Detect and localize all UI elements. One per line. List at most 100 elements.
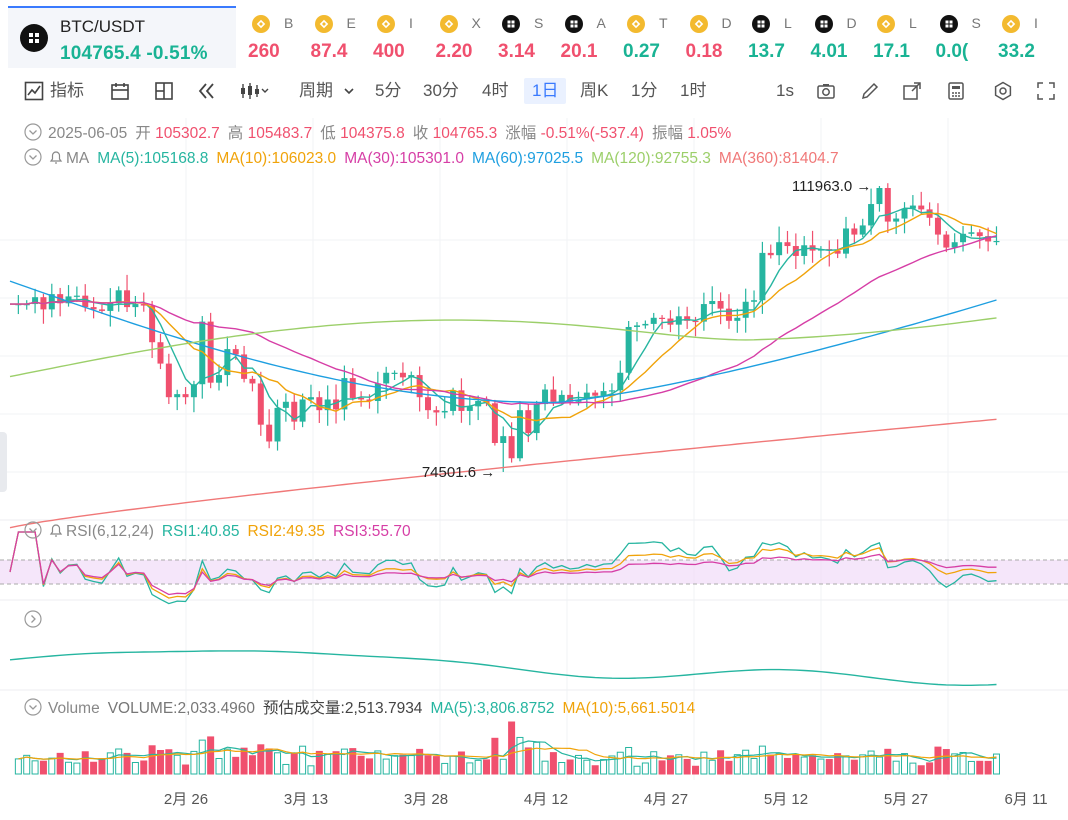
candle-body <box>801 245 808 256</box>
alert-bell-icon[interactable] <box>48 522 64 538</box>
collapse-toggle[interactable] <box>24 521 42 539</box>
volume-bar <box>708 759 716 775</box>
collapse-toggle[interactable] <box>24 148 42 166</box>
ticker-tab[interactable]: T 0.27 <box>615 6 677 66</box>
candle-body <box>349 378 356 398</box>
volume-bar <box>967 760 975 775</box>
candle-body <box>149 305 156 343</box>
alert-bell-icon[interactable] <box>48 149 64 165</box>
volume-bar <box>783 757 791 775</box>
replay-icon[interactable] <box>197 81 217 101</box>
candle-body <box>299 399 306 422</box>
volume-bar <box>182 764 190 775</box>
side-drawer-handle[interactable] <box>0 432 7 492</box>
volume-bar <box>173 754 181 775</box>
candle-type-icon[interactable] <box>239 81 269 101</box>
volume-bar <box>382 758 390 775</box>
legend-item: MA(10):106023.0 <box>216 150 337 167</box>
volume-bar <box>340 748 348 775</box>
candle-body <box>909 205 916 209</box>
bnb-icon <box>377 15 395 33</box>
settings-icon[interactable] <box>993 81 1013 101</box>
ticker-tab[interactable]: S 3.14 <box>490 6 552 66</box>
ticker-tab-btc[interactable]: BTC/USDT 104765.4 -0.51% <box>8 6 236 68</box>
volume-bar <box>658 760 666 775</box>
ticker-tab[interactable]: B 260 <box>240 6 302 66</box>
candle-body <box>441 410 448 413</box>
period-dropdown[interactable]: 周期 <box>299 81 333 100</box>
interval-6[interactable]: 1分 <box>631 81 658 100</box>
candle-body <box>115 290 122 304</box>
candle-body <box>500 436 507 444</box>
volume-bar <box>307 765 315 775</box>
volume-bar <box>349 748 357 775</box>
candle-body <box>165 363 172 398</box>
ticker-tab[interactable]: L 17.1 <box>865 6 927 66</box>
candle-body <box>934 217 941 235</box>
high-label: 高 <box>227 125 244 142</box>
interval-7[interactable]: 1时 <box>680 81 707 100</box>
ohlc-date: 2025-06-05 <box>48 125 128 142</box>
cmc-icon <box>939 15 958 33</box>
interval-5[interactable]: 周K <box>580 81 609 100</box>
ticker-tab[interactable]: I 400 <box>365 6 427 66</box>
ticker-tab[interactable]: S 0.0( <box>928 6 990 66</box>
volume-bar <box>850 759 858 775</box>
calendar-icon[interactable] <box>110 81 130 101</box>
ticker-tab[interactable]: I 33.2 <box>990 6 1052 66</box>
interval-3[interactable]: 4时 <box>482 81 509 100</box>
camera-icon[interactable] <box>816 81 836 101</box>
volume-bar <box>399 754 407 775</box>
bnb-icon <box>439 15 458 33</box>
interval-4[interactable]: 1日 <box>524 78 567 104</box>
fullscreen-icon[interactable] <box>1036 81 1056 101</box>
draw-icon[interactable] <box>860 81 880 101</box>
interval-2[interactable]: 30分 <box>423 81 459 100</box>
ticker-tab[interactable]: E 87.4 <box>303 6 365 66</box>
volume-bar <box>742 749 750 775</box>
ticker-tab[interactable]: L 13.7 <box>740 6 802 66</box>
candle-body <box>776 242 783 256</box>
indicators-button[interactable]: 指标 <box>50 81 84 100</box>
legend-item: VOLUME:2,033.4960 <box>107 700 256 717</box>
ticker-tab[interactable]: A 20.1 <box>553 6 615 66</box>
candle-body <box>516 410 523 459</box>
ticker-price: 13.7 <box>748 41 785 62</box>
candle-body <box>985 236 992 242</box>
ticker-tab[interactable]: D 0.18 <box>678 6 740 66</box>
rsi-band <box>0 560 1068 584</box>
calculator-icon[interactable] <box>946 81 966 101</box>
volume-bar <box>332 751 340 775</box>
layout-icon[interactable] <box>154 81 174 101</box>
x-tick-label: 4月 27 <box>644 791 688 808</box>
oscillator-line <box>9 650 997 686</box>
candle-body <box>692 320 699 323</box>
candle-body <box>199 321 206 385</box>
candle-body <box>901 208 908 219</box>
collapse-toggle[interactable] <box>24 698 42 716</box>
candle-body <box>893 218 900 222</box>
sub-indicator-toggle[interactable] <box>24 610 42 630</box>
candle-body <box>943 234 950 248</box>
volume-bar <box>274 752 282 775</box>
chevron-down-icon[interactable] <box>343 85 355 97</box>
volume-bar <box>223 748 231 775</box>
export-icon[interactable] <box>902 81 922 101</box>
ticker-name: X <box>471 15 481 31</box>
indicator-icon[interactable] <box>24 81 44 101</box>
candle-body <box>960 233 967 243</box>
volume-bar <box>156 749 164 775</box>
volume-bar <box>934 746 942 775</box>
ticker-tab[interactable]: X 2.20 <box>428 6 490 66</box>
collapse-toggle[interactable] <box>24 123 42 141</box>
ticker-symbol: BTC/USDT <box>60 17 145 36</box>
refresh-interval[interactable]: 1s <box>776 81 794 100</box>
candle-body <box>533 404 540 434</box>
ticker-tab[interactable]: D 4.01 <box>803 6 865 66</box>
volume-bar <box>917 765 925 775</box>
candle-body <box>550 389 557 402</box>
interval-1[interactable]: 5分 <box>375 81 402 100</box>
volume-bar <box>441 762 449 775</box>
candle-body <box>124 290 131 308</box>
